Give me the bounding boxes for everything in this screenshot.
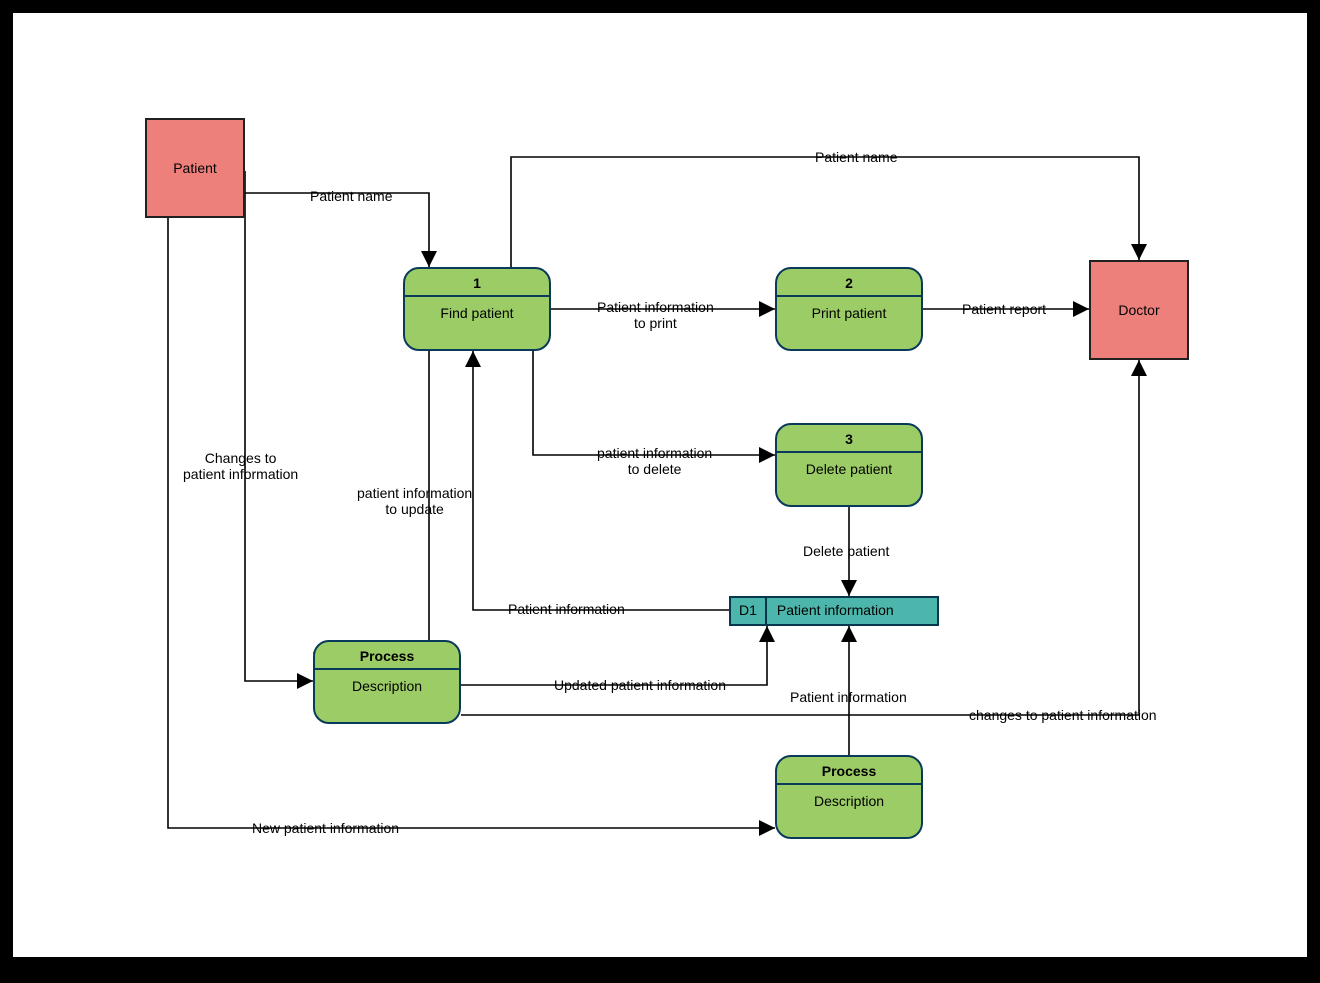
edge-label: Patient information bbox=[508, 601, 625, 617]
process-new: Process Description bbox=[775, 755, 923, 839]
datastore-label: Patient information bbox=[767, 598, 904, 624]
process-desc: Delete patient bbox=[777, 453, 921, 485]
process-title: Process bbox=[777, 757, 921, 785]
datastore-id: D1 bbox=[731, 598, 767, 624]
process-print-patient: 2 Print patient bbox=[775, 267, 923, 351]
edge-label: Changes to patient information bbox=[183, 450, 298, 482]
edge-label: Patient information to print bbox=[597, 299, 714, 331]
process-desc: Description bbox=[777, 785, 921, 817]
edge-label: Patient name bbox=[815, 149, 898, 165]
diagram-canvas: Patient Doctor 1 Find patient 2 Print pa… bbox=[13, 13, 1307, 957]
process-desc: Print patient bbox=[777, 297, 921, 329]
process-desc: Description bbox=[315, 670, 459, 702]
process-title: 1 bbox=[405, 269, 549, 297]
entity-patient: Patient bbox=[145, 118, 245, 218]
entity-doctor: Doctor bbox=[1089, 260, 1189, 360]
edge-label: Patient report bbox=[962, 301, 1046, 317]
entity-label: Patient bbox=[173, 160, 217, 176]
process-desc: Find patient bbox=[405, 297, 549, 329]
edge-label: New patient information bbox=[252, 820, 399, 836]
process-delete-patient: 3 Delete patient bbox=[775, 423, 923, 507]
process-title: 3 bbox=[777, 425, 921, 453]
edge-label: Patient information bbox=[790, 689, 907, 705]
entity-label: Doctor bbox=[1118, 302, 1159, 318]
process-find-patient: 1 Find patient bbox=[403, 267, 551, 351]
process-title: 2 bbox=[777, 269, 921, 297]
edge-label: patient information to delete bbox=[597, 445, 712, 477]
edge-label: Delete patient bbox=[803, 543, 889, 559]
process-title: Process bbox=[315, 642, 459, 670]
edge-label: Patient name bbox=[310, 188, 393, 204]
edge-label: Updated patient information bbox=[554, 677, 726, 693]
datastore-patient-info: D1 Patient information bbox=[729, 596, 939, 626]
edge-label: patient information to update bbox=[357, 485, 472, 517]
edge-label: changes to patient information bbox=[969, 707, 1157, 723]
process-update: Process Description bbox=[313, 640, 461, 724]
